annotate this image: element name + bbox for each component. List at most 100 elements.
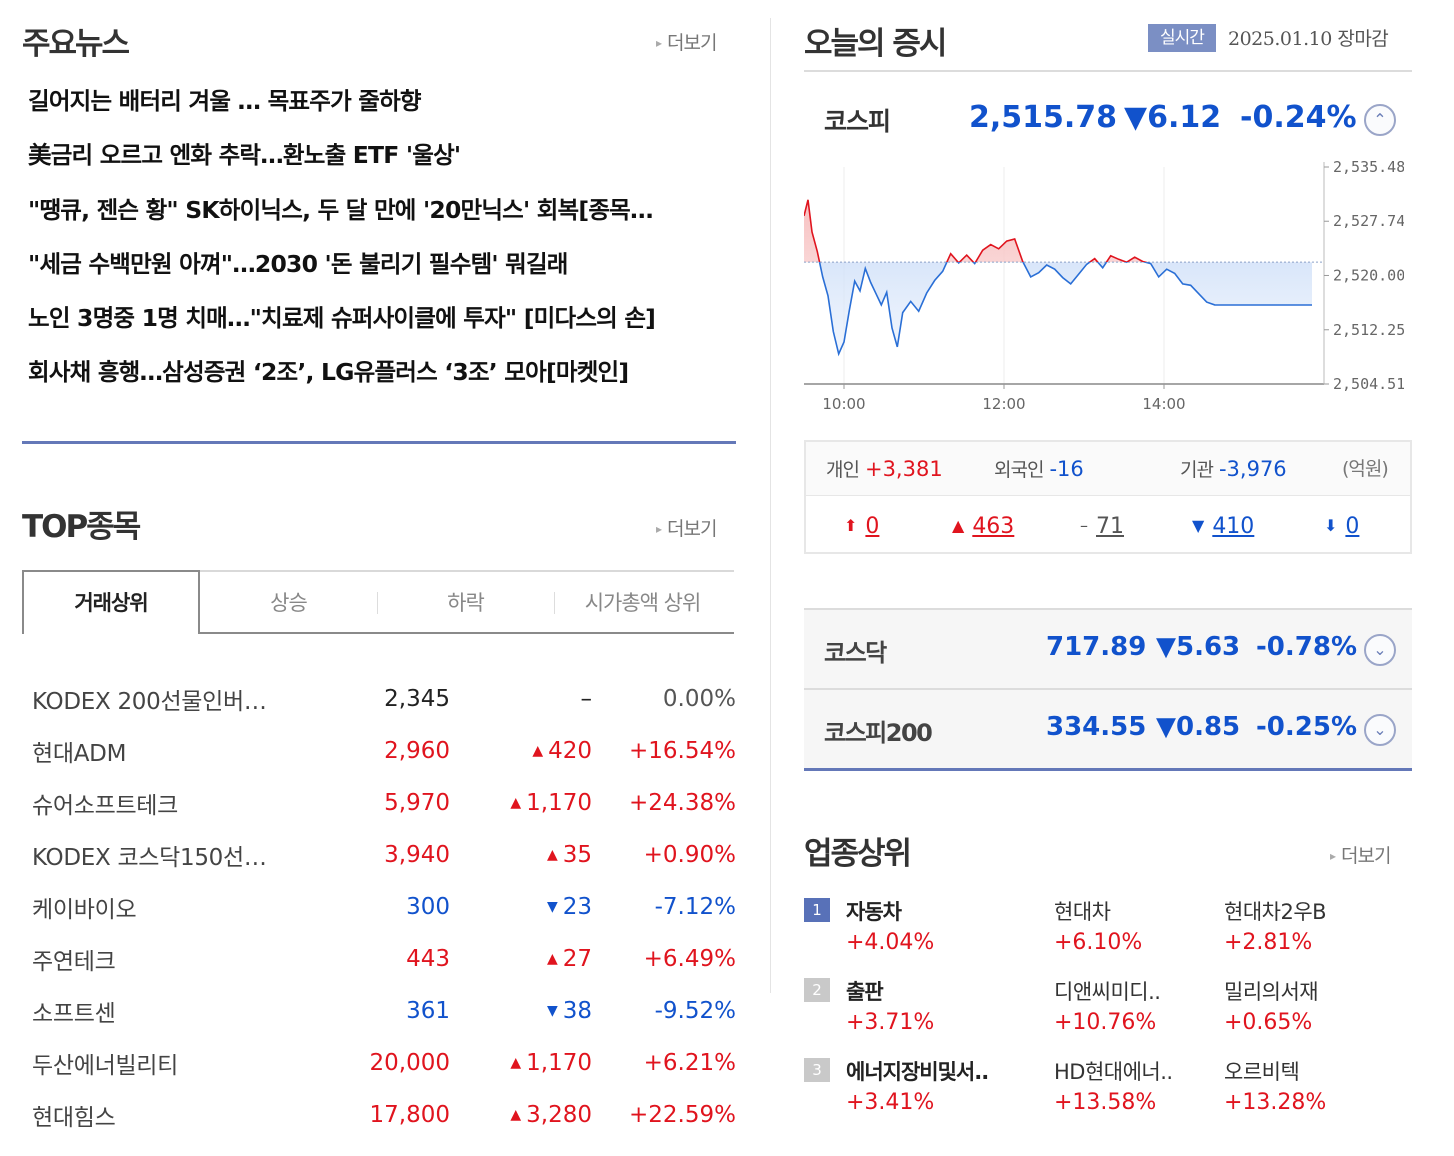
table-row[interactable]: KODEX 200선물인버… 2,345 – 0.00% xyxy=(32,673,736,725)
stock-change-value: 3,280 xyxy=(526,1102,592,1128)
investor-foreign: 외국인 -16 xyxy=(994,457,1084,481)
market-breadth: ⬆ 0 ▲ 463 –71 ▼ 410 ⬇ 0 xyxy=(806,498,1410,554)
tab-market-cap[interactable]: 시가총액 상위 xyxy=(554,572,731,632)
news-item[interactable]: 길어지는 배터리 겨울 … 목표주가 줄하향 xyxy=(28,87,422,115)
chart-line-down xyxy=(818,262,1312,357)
unit-label: (억원) xyxy=(1342,458,1389,480)
triangle-up-icon: ▲ xyxy=(952,516,965,535)
stock-name[interactable]: KODEX 코스닥150선… xyxy=(32,845,267,871)
stock-change: ▲ 3,280 xyxy=(450,1089,592,1141)
table-row[interactable]: 슈어소프트테크 5,970 ▲ 1,170 +24.38% xyxy=(32,777,736,829)
stock-change-value: 23 xyxy=(562,894,592,920)
kospi-value: 2,515.78 xyxy=(969,100,1118,135)
stock-name[interactable]: 현대힘스 xyxy=(32,1105,116,1131)
tab-trading-volume[interactable]: 거래상위 xyxy=(22,570,200,634)
section-divider xyxy=(804,768,1412,771)
news-list: 길어지는 배터리 겨울 … 목표주가 줄하향 美금리 오르고 엔화 추락…환노출… xyxy=(28,83,736,409)
table-row[interactable]: 현대힘스 17,800 ▲ 3,280 +22.59% xyxy=(32,1089,736,1141)
stock-change: ▼ 23 xyxy=(450,881,592,933)
sector-name[interactable]: 출판 xyxy=(846,980,884,1004)
breadth-down[interactable]: ▼ 410 xyxy=(1192,514,1255,539)
stock-price: 3,940 xyxy=(384,842,450,868)
stock-price: 2,345 xyxy=(384,686,450,712)
kospi-summary[interactable]: 코스피 2,515.78 ▼6.12 -0.24% ⌃ xyxy=(804,72,1412,172)
sector-name[interactable]: 자동차 xyxy=(846,900,902,924)
sector-stock-name[interactable]: 현대차 xyxy=(1054,900,1111,924)
sector-rate: +4.04% xyxy=(846,930,935,955)
breadth-flat[interactable]: –71 xyxy=(1080,514,1124,539)
sector-stock-name[interactable]: HD현대에너.. xyxy=(1054,1060,1173,1084)
stock-rate: +6.21% xyxy=(643,1050,736,1076)
top-stocks-more-link[interactable]: 더보기 xyxy=(656,514,717,541)
tab-falling[interactable]: 하락 xyxy=(377,572,554,632)
stock-name[interactable]: 케이바이오 xyxy=(32,897,137,923)
kospi-name: 코스피 xyxy=(824,107,891,136)
breadth-up[interactable]: ▲ 463 xyxy=(952,514,1015,539)
stock-change-value: 1,170 xyxy=(526,790,592,816)
sector-more-link[interactable]: 더보기 xyxy=(1330,841,1391,868)
kosdaq-value: 717.89 xyxy=(1046,632,1147,662)
chart-area-down xyxy=(804,262,1312,354)
sector-rate: +3.71% xyxy=(846,1010,935,1035)
chevron-down-icon[interactable]: ⌄ xyxy=(1364,714,1396,746)
dash-icon: – xyxy=(1080,516,1088,535)
table-row[interactable]: KODEX 코스닥150선… 3,940 ▲ 35 +0.90% xyxy=(32,829,736,881)
breadth-lower-limit[interactable]: ⬇ 0 xyxy=(1324,514,1360,539)
news-item[interactable]: "세금 수백만원 아껴"…2030 '돈 불리기 필수템' 뭐길래 xyxy=(28,249,568,278)
breadth-upper-limit[interactable]: ⬆ 0 xyxy=(844,514,880,539)
sector-stock-rate: +13.28% xyxy=(1224,1090,1327,1115)
stock-change-value: 35 xyxy=(562,842,592,868)
top-stocks-tabs: 거래상위 상승 하락 시가총액 상위 xyxy=(22,570,734,634)
stock-change-value: 420 xyxy=(548,738,592,764)
news-item[interactable]: 회사채 흥행…삼성증권 ‘2조’, LG유플러스 ‘3조’ 모아[마켓인] xyxy=(28,358,629,387)
table-row[interactable]: 현대ADM 2,960 ▲ 420 +16.54% xyxy=(32,725,736,777)
sector-stock-name[interactable]: 디앤씨미디.. xyxy=(1054,980,1161,1004)
triangle-down-icon: ▼ xyxy=(1192,516,1205,535)
stock-name[interactable]: 현대ADM xyxy=(32,741,127,767)
kosdaq-change: ▼5.63 xyxy=(1156,632,1241,662)
stock-rate: -7.12% xyxy=(654,894,736,920)
table-row[interactable]: 케이바이오 300 ▼ 23 -7.12% xyxy=(32,881,736,933)
news-item[interactable]: "땡큐, 젠슨 황" SK하이닉스, 두 달 만에 '20만닉스' 회복[종목… xyxy=(28,195,653,224)
triangle-up-icon: ▲ xyxy=(532,743,544,759)
stock-name[interactable]: 소프트센 xyxy=(32,1001,116,1027)
stock-name[interactable]: 두산에너빌리티 xyxy=(32,1053,179,1079)
chevron-up-icon[interactable]: ⌃ xyxy=(1364,104,1396,136)
chevron-down-icon[interactable]: ⌄ xyxy=(1364,634,1396,666)
stock-name[interactable]: 슈어소프트테크 xyxy=(32,793,179,819)
stock-name[interactable]: 주연테크 xyxy=(32,949,116,975)
sector-stock-name[interactable]: 현대차2우B xyxy=(1224,900,1327,924)
table-row[interactable]: 주연테크 443 ▲ 27 +6.49% xyxy=(32,933,736,985)
kospi-rate: -0.24% xyxy=(1240,100,1357,135)
stock-change: ▲ 35 xyxy=(450,829,592,881)
table-row[interactable]: 소프트센 361 ▼ 38 -9.52% xyxy=(32,985,736,1037)
market-status: 장마감 xyxy=(1337,28,1389,50)
stock-change-value: – xyxy=(580,686,593,712)
table-row[interactable]: 두산에너빌리티 20,000 ▲ 1,170 +6.21% xyxy=(32,1037,736,1089)
news-item[interactable]: 노인 3명중 1명 치매…"치료제 슈퍼사이클에 투자" [미다스의 손] xyxy=(28,304,656,333)
tab-rising[interactable]: 상승 xyxy=(270,591,308,615)
sector-stock-rate: +10.76% xyxy=(1054,1010,1157,1035)
sector-rank-badge: 1 xyxy=(804,898,830,922)
market-header-rule xyxy=(804,70,1412,72)
news-item[interactable]: 美금리 오르고 엔화 추락…환노출 ETF '울상' xyxy=(28,141,461,170)
sector-stock-name[interactable]: 밀리의서재 xyxy=(1224,980,1319,1004)
investor-institution: 기관 -3,976 xyxy=(1180,457,1287,481)
stock-rate: 0.00% xyxy=(662,686,736,712)
chart-y-tick-label: 2,520.00 xyxy=(1333,266,1404,284)
kosdaq-name: 코스닥 xyxy=(824,639,887,667)
chart-x-tick-label: 12:00 xyxy=(982,395,1025,413)
kospi200-summary[interactable]: 코스피200 334.55 ▼0.85 -0.25% ⌄ xyxy=(804,688,1412,768)
sector-stock-name[interactable]: 오르비텍 xyxy=(1224,1060,1300,1084)
stock-change-value: 38 xyxy=(562,998,592,1024)
chart-x-tick-label: 10:00 xyxy=(822,395,865,413)
sector-name[interactable]: 에너지장비및서.. xyxy=(846,1060,989,1084)
sector-rank-badge: 3 xyxy=(804,1058,830,1082)
kosdaq-summary[interactable]: 코스닥 717.89 ▼5.63 -0.78% ⌄ xyxy=(804,608,1412,688)
stock-change: ▲ 420 xyxy=(450,725,592,777)
stock-name[interactable]: KODEX 200선물인버… xyxy=(32,689,267,715)
stock-price: 17,800 xyxy=(369,1102,450,1128)
chart-y-tick-label: 2,512.25 xyxy=(1333,321,1404,339)
news-more-link[interactable]: 더보기 xyxy=(656,28,717,55)
stock-change: ▲ 27 xyxy=(450,933,592,985)
